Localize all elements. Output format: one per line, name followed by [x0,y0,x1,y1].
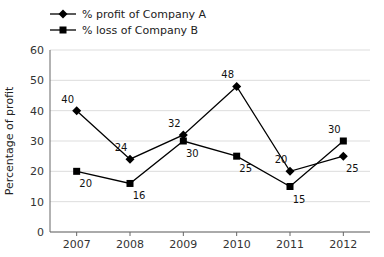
grid-line [50,171,370,172]
x-tick [236,232,237,236]
point [287,183,294,190]
data-label: 48 [221,69,234,80]
data-label: 25 [239,163,252,174]
data-label: 30 [328,124,341,135]
background [0,0,384,257]
data-label: 30 [186,148,199,159]
legend: % profit of Company A % loss of Company B [50,8,207,37]
data-label: 25 [346,163,359,174]
grid-line [50,201,370,202]
grid-line [50,50,370,51]
y-tick-label: 40 [30,105,44,118]
data-label: 20 [275,154,288,165]
point [127,180,134,187]
y-axis [50,50,51,232]
legend-marker [60,27,67,34]
legend-marker [59,10,68,19]
point [73,168,80,175]
x-tick-label: 2011 [276,238,304,251]
chart: 0 10 20 30 40 50 60 2007 2008 2009 2010 2011 2012 Per… [0,0,384,257]
x-tick [130,232,131,236]
x-axis [50,232,370,233]
y-axis-label: Percentage of profit [3,86,16,195]
grid-line [50,80,370,81]
y-tick-label: 10 [30,196,44,209]
x-tick [76,232,77,236]
x-tick-label: 2012 [329,238,357,251]
data-label: 16 [133,190,146,201]
x-tick [343,232,344,236]
point [232,82,241,91]
x-tick-label: 2007 [63,238,91,251]
y-tick-label: 20 [30,165,44,178]
data-label: 20 [79,178,92,189]
x-tick-label: 2008 [116,238,144,251]
data-label: 15 [293,194,306,205]
data-labels: 40 24 32 48 20 25 20 16 30 25 15 30 [61,69,358,204]
point [340,138,347,145]
y-tick-label: 60 [30,44,44,57]
grid-line [50,232,370,233]
y-tick-label: 30 [30,135,44,148]
x-tick [290,232,291,236]
point [180,138,187,145]
series-line [77,86,344,171]
y-tick-label: 50 [30,74,44,87]
x-tick-label: 2010 [223,238,251,251]
point [233,153,240,160]
y-tick-label: 0 [37,226,44,239]
legend-label: % loss of Company B [82,24,198,37]
point [72,106,81,115]
x-tick-label: 2009 [169,238,197,251]
point [286,167,295,176]
series-line [77,141,344,187]
data-label: 32 [168,118,181,129]
point [126,155,135,164]
grid-line [50,141,370,142]
data-label: 40 [61,94,74,105]
legend-label: % profit of Company A [82,8,207,21]
x-tick [183,232,184,236]
point [339,152,348,161]
data-label: 24 [115,142,128,153]
plot-area [72,82,348,190]
